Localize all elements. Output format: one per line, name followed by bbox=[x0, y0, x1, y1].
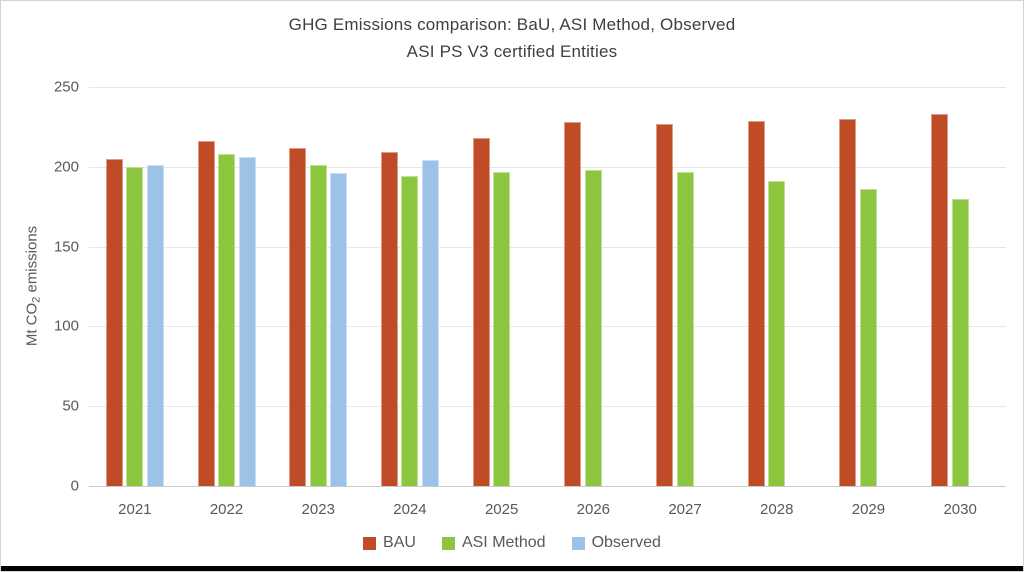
legend-swatch-icon bbox=[363, 536, 377, 550]
y-tick-label-100: 100 bbox=[53, 317, 79, 335]
gridline-y-200 bbox=[89, 166, 1006, 168]
bar-bau-2026 bbox=[564, 122, 582, 486]
bar-asi-method-2027 bbox=[676, 171, 694, 486]
legend-label: ASI Method bbox=[461, 534, 546, 551]
y-tick-label-250: 250 bbox=[53, 78, 79, 96]
bar-asi-method-2023 bbox=[309, 165, 327, 486]
x-tick-label-2026: 2026 bbox=[576, 501, 611, 518]
bar-asi-method-2029 bbox=[859, 189, 877, 486]
bar-bau-2027 bbox=[656, 123, 674, 486]
bar-bau-2028 bbox=[747, 120, 765, 486]
legend-item-asi-method: ASI Method bbox=[441, 534, 546, 552]
x-axis-line bbox=[89, 486, 1006, 487]
bar-bau-2022 bbox=[197, 141, 215, 486]
y-axis-label-text-tail: emissions bbox=[23, 225, 41, 297]
bar-asi-method-2021 bbox=[126, 166, 144, 486]
legend: BAU ASI Method Observed bbox=[1, 534, 1023, 552]
bar-bau-2025 bbox=[472, 138, 490, 486]
legend-label: Observed bbox=[591, 534, 661, 551]
gridline-y-250 bbox=[89, 87, 1006, 88]
legend-item-bau: BAU bbox=[363, 534, 416, 552]
bar-asi-method-2024 bbox=[401, 176, 419, 486]
bar-observed-2022 bbox=[238, 157, 256, 486]
x-tick-label-2028: 2028 bbox=[760, 501, 794, 518]
bar-asi-method-2022 bbox=[218, 154, 236, 486]
y-tick-label-150: 150 bbox=[53, 238, 79, 256]
gridline-y-150 bbox=[89, 246, 1006, 248]
bar-bau-2030 bbox=[931, 114, 949, 486]
x-tick-label-2021: 2021 bbox=[118, 501, 152, 518]
gridline-y-100 bbox=[89, 326, 1006, 328]
x-tick-label-2030: 2030 bbox=[943, 501, 977, 518]
y-tick-label-200: 200 bbox=[53, 158, 79, 176]
bar-bau-2024 bbox=[380, 152, 398, 486]
chart-subtitle: ASI PS V3 certified Entities bbox=[406, 42, 618, 61]
x-tick-label-2025: 2025 bbox=[484, 501, 519, 518]
y-tick-label-0: 0 bbox=[70, 477, 79, 495]
chart-title-block: GHG Emissions comparison: BaU, ASI Metho… bbox=[1, 11, 1023, 65]
x-tick-label-2029: 2029 bbox=[851, 501, 886, 518]
legend-label: BAU bbox=[383, 534, 416, 551]
x-tick-label-2027: 2027 bbox=[668, 501, 702, 518]
y-axis-label-subscript: 2 bbox=[30, 296, 43, 303]
y-tick-label-50: 50 bbox=[62, 397, 79, 415]
bar-asi-method-2025 bbox=[493, 171, 511, 486]
bar-observed-2021 bbox=[146, 165, 164, 486]
bar-observed-2024 bbox=[421, 160, 439, 486]
x-tick-label-2022: 2022 bbox=[209, 501, 244, 518]
chart-title: GHG Emissions comparison: BaU, ASI Metho… bbox=[288, 15, 736, 34]
legend-swatch-icon bbox=[441, 536, 455, 550]
bar-asi-method-2026 bbox=[584, 170, 602, 486]
bar-bau-2029 bbox=[839, 118, 857, 486]
window-bottom-frame bbox=[1, 566, 1023, 571]
bar-bau-2021 bbox=[105, 158, 123, 486]
legend-swatch-icon bbox=[571, 536, 585, 550]
bar-bau-2023 bbox=[289, 147, 307, 486]
gridline-y-50 bbox=[89, 406, 1006, 408]
bar-asi-method-2028 bbox=[768, 181, 786, 486]
x-tick-label-2023: 2023 bbox=[301, 501, 335, 518]
bar-asi-method-2030 bbox=[951, 198, 969, 486]
legend-item-observed: Observed bbox=[571, 534, 661, 552]
plot-area bbox=[89, 87, 1006, 487]
x-tick-label-2024: 2024 bbox=[393, 501, 427, 518]
bar-observed-2023 bbox=[330, 173, 348, 486]
